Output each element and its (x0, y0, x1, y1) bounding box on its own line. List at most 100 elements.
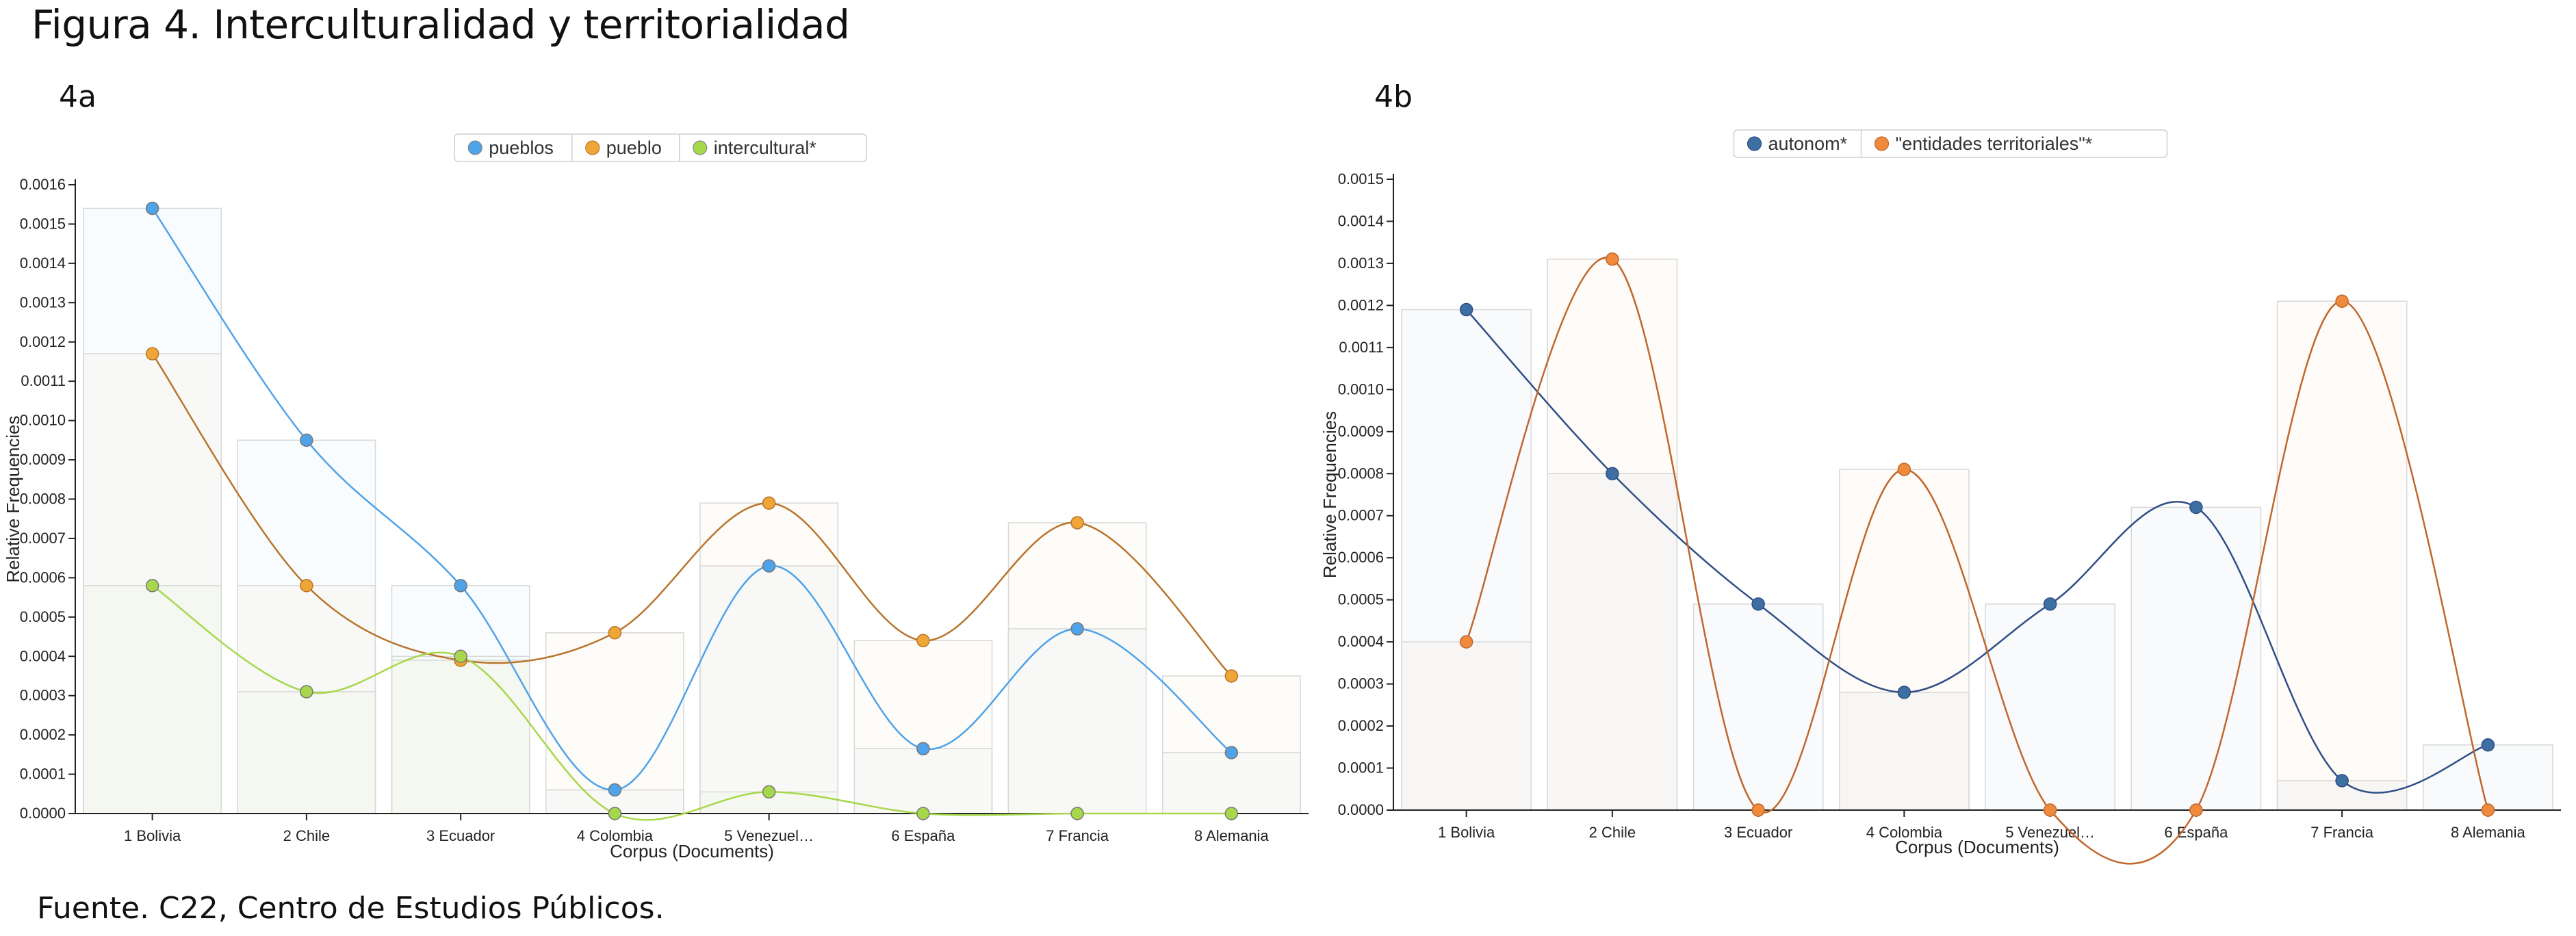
y-tick-label: 0.0007 (1338, 507, 1384, 524)
point-intercultural-8[interactable] (1224, 807, 1239, 820)
y-tick-label: 0.0010 (1338, 380, 1384, 398)
x-tick-label: 4 Colombia (577, 827, 654, 844)
point-autonom-6[interactable] (2189, 500, 2203, 515)
y-tick-label: 0.0001 (20, 766, 66, 783)
point-pueblo-5[interactable] (762, 496, 776, 510)
point-intercultural-4[interactable] (608, 807, 622, 820)
point-entidades-territoriales-8[interactable] (2481, 803, 2495, 817)
x-tick-label: 6 España (2164, 824, 2228, 841)
x-tick-label: 4 Colombia (1866, 824, 1943, 841)
point-pueblos-2[interactable] (300, 433, 313, 447)
point-autonom-1[interactable] (1459, 302, 1473, 317)
bar-entidades-territoriales-7 (2276, 300, 2408, 811)
point-pueblos-1[interactable] (145, 201, 159, 216)
x-axis-title: Corpus (Documents) (1895, 837, 2059, 857)
point-entidades-territoriales-3[interactable] (1751, 803, 1765, 817)
y-tick-label: 0.0015 (1338, 170, 1384, 187)
point-pueblos-4[interactable] (608, 783, 622, 797)
legend-label: autonom* (1768, 133, 1848, 154)
chart-4a: 0.0000 0.0001 0.0002 0.0003 0.0004 0.0005 0.00… (3, 133, 1309, 861)
y-tick-label: 0.0013 (20, 294, 66, 311)
x-axis-title: Corpus (Documents) (610, 841, 774, 861)
point-pueblo-1[interactable] (145, 347, 159, 361)
y-axis-title: Relative Frequencies (3, 415, 23, 582)
point-intercultural-6[interactable] (916, 807, 930, 820)
x-tick-label: 1 Bolivia (1438, 824, 1495, 841)
figure-source: Fuente. C22, Centro de Estudios Públicos… (37, 891, 665, 926)
legend-label: pueblo (606, 138, 662, 158)
bar-entidades-territoriales-4 (1839, 469, 1970, 811)
point-autonom-8[interactable] (2481, 738, 2495, 752)
y-tick-label: 0.0006 (1338, 549, 1384, 566)
axes: 0.0000 0.0001 0.0002 0.0003 0.0004 0.0005 0.00… (20, 176, 1309, 844)
y-tick-label: 0.0005 (20, 608, 66, 625)
legend-item-pueblo[interactable]: pueblo (571, 134, 662, 161)
legend-item-pueblos[interactable]: pueblos (467, 138, 554, 158)
y-tick-label: 0.0003 (1338, 675, 1384, 692)
point-autonom-7[interactable] (2335, 774, 2349, 788)
legend-swatch (467, 140, 482, 155)
legend-box (454, 133, 867, 162)
legend-item-autonom[interactable]: autonom* (1747, 133, 1848, 154)
point-entidades-territoriales-7[interactable] (2335, 294, 2349, 309)
y-tick-label: 0.0001 (1338, 759, 1384, 777)
x-tick-label: 5 Venezuel… (2005, 824, 2095, 841)
x-tick-label: 2 Chile (1589, 824, 1636, 841)
y-tick-label: 0.0011 (21, 372, 66, 389)
legend-swatch (1874, 136, 1890, 151)
series-line-pueblos (151, 207, 1233, 791)
x-tick-label: 6 España (891, 827, 955, 844)
bar-autonom-8 (2423, 744, 2553, 811)
point-intercultural-5[interactable] (762, 785, 776, 799)
legend-label: "entidades territoriales"* (1896, 133, 2093, 154)
point-pueblos-8[interactable] (1224, 746, 1239, 759)
point-pueblo-8[interactable] (1224, 669, 1239, 683)
y-tick-label: 0.0015 (20, 215, 66, 232)
point-pueblos-7[interactable] (1070, 622, 1084, 636)
point-autonom-4[interactable] (1897, 686, 1911, 699)
point-autonom-2[interactable] (1606, 467, 1619, 481)
chart-4b: 0.0000 0.0001 0.0002 0.0003 0.0004 0.0005 0.00… (1319, 129, 2561, 865)
point-intercultural-3[interactable] (454, 649, 467, 663)
point-pueblos-5[interactable] (762, 559, 776, 573)
y-axis-title: Relative Frequencies (1319, 411, 1340, 578)
point-intercultural-1[interactable] (145, 579, 159, 593)
y-tick-label: 0.0013 (1338, 255, 1384, 272)
point-autonom-5[interactable] (2043, 597, 2057, 611)
point-entidades-territoriales-4[interactable] (1897, 463, 1911, 476)
panel-label-4b: 4b (1374, 79, 1413, 114)
point-pueblo-6[interactable] (916, 634, 930, 648)
point-pueblo-4[interactable] (608, 626, 622, 640)
x-tick-label: 2 Chile (283, 827, 330, 844)
y-tick-label: 0.0008 (1338, 465, 1384, 482)
x-tick-label: 3 Ecuador (1724, 824, 1792, 841)
series-line-entidades-territoriales (1465, 257, 2489, 865)
bars-layer (1401, 259, 2553, 811)
x-tick-label: 5 Venezuel… (724, 827, 814, 844)
legend-item-intercultural[interactable]: intercultural* (679, 134, 817, 161)
y-tick-label: 0.0012 (20, 333, 66, 350)
series-line-intercultural (151, 584, 1232, 821)
y-tick-label: 0.0005 (1338, 591, 1384, 608)
point-pueblo-7[interactable] (1070, 516, 1084, 530)
legend-item-entidades-territoriales[interactable]: "entidades territoriales"* (1860, 130, 2093, 157)
y-tick-label: 0.0003 (20, 687, 66, 704)
y-tick-label: 0.0008 (20, 491, 66, 508)
legend-box (1733, 129, 2168, 158)
point-pueblos-6[interactable] (916, 742, 930, 755)
y-tick-label: 0.0000 (20, 805, 66, 822)
point-entidades-territoriales-2[interactable] (1606, 252, 1619, 266)
point-entidades-territoriales-1[interactable] (1459, 635, 1473, 649)
x-tick-label: 7 Francia (2310, 824, 2373, 841)
legend: pueblos pueblo intercultural* (454, 133, 867, 162)
y-tick-label: 0.0010 (20, 412, 66, 429)
point-entidades-territoriales-5[interactable] (2043, 803, 2057, 817)
point-intercultural-2[interactable] (300, 685, 313, 699)
legend-swatch (1747, 136, 1762, 151)
point-pueblo-2[interactable] (300, 579, 313, 593)
point-entidades-territoriales-6[interactable] (2189, 803, 2203, 817)
point-pueblos-3[interactable] (454, 579, 467, 593)
point-intercultural-7[interactable] (1070, 807, 1084, 820)
point-autonom-3[interactable] (1751, 597, 1765, 611)
y-tick-label: 0.0009 (20, 451, 66, 468)
